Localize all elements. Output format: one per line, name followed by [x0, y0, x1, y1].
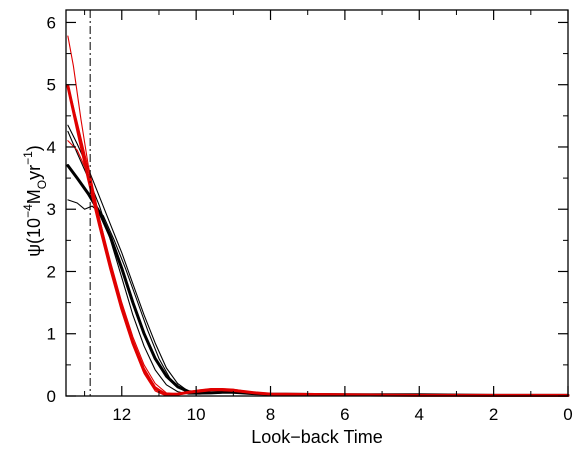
- ticks-layer: [66, 10, 569, 397]
- series-line-8: [67, 84, 569, 397]
- y-tick-label: 3: [47, 200, 56, 219]
- y-axis-title-exp2: −1: [21, 151, 35, 165]
- y-axis-title-unit-m: M: [24, 189, 44, 204]
- series-layer: [66, 35, 570, 397]
- plot-frame: [65, 9, 569, 397]
- y-tick-label: 2: [47, 262, 56, 281]
- y-tick-label: 0: [47, 387, 56, 406]
- y-tick-label: 1: [47, 325, 56, 344]
- y-axis-title-suffix: ): [24, 145, 44, 151]
- series-line-5: [66, 84, 570, 397]
- y-tick-label: 6: [47, 13, 56, 32]
- y-tick-label: 5: [47, 76, 56, 95]
- y-axis-title-unit-yr: yr: [24, 165, 44, 180]
- y-tick-label: 4: [47, 138, 56, 157]
- x-tick-label: 0: [563, 405, 572, 424]
- x-tick-label: 8: [266, 405, 275, 424]
- x-tick-label: 2: [489, 405, 498, 424]
- series-line-2: [67, 124, 569, 396]
- y-axis-title: ψ(10−4MOyr−1): [21, 145, 49, 257]
- y-axis-title-unit-sub: O: [35, 180, 49, 189]
- y-axis-title-exp1: −4: [21, 204, 35, 218]
- x-tick-label: 12: [112, 405, 131, 424]
- series-line-7: [67, 140, 569, 396]
- x-tick-label: 6: [340, 405, 349, 424]
- x-axis-title: Look−back Time: [251, 427, 383, 447]
- x-tick-label: 10: [187, 405, 206, 424]
- series-line-4: [67, 130, 569, 396]
- x-tick-label: 4: [415, 405, 424, 424]
- y-axis-title-prefix: ψ(10: [24, 218, 44, 257]
